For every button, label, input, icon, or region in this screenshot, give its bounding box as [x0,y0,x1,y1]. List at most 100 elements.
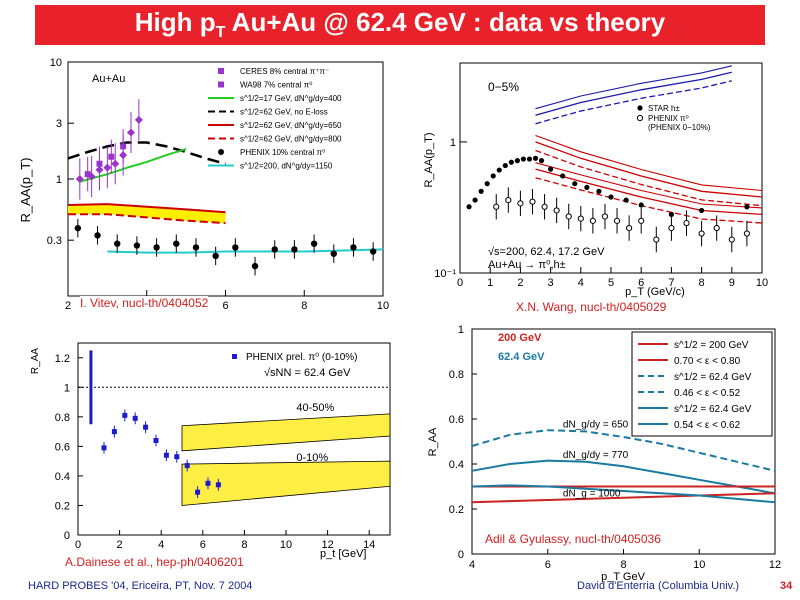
slide-title-bar: High pT Au+Au @ 62.4 GeV : data vs theor… [35,5,765,45]
phenix-point [94,232,101,239]
phenix-point [529,198,536,205]
x-tick-label: 8 [620,559,626,571]
centrality-label: 0−5% [488,80,519,94]
x-tick-label: 2 [517,277,523,289]
phenix-point [114,240,121,247]
panel-adil: 4 6 8 10 12 0 0.2 0.4 0.6 0.8 1 R_AA p_T GeV 200 GeV 6… [420,320,800,583]
footer-left: HARD PROBES '04, Ericeira, PT, Nov. 7 20… [28,580,253,592]
phenix-point [195,489,201,495]
phenix-point [683,220,690,227]
x-tick-label: 8 [699,277,705,289]
annotation-dng: dN_g/dy = 770 [563,450,629,461]
x-tick-label: 8 [241,539,247,551]
y-tick-label: 0.8 [55,412,70,424]
phenix-point [565,213,572,220]
wa98-point [75,175,84,183]
star-point [538,158,545,164]
panel-dainese: 0 2 4 6 8 10 12 14 0 0.2 0.4 0.6 0.8 1 1.2 R_AA p_t [GeV… [20,335,400,580]
label-200gev: 200 GeV [498,332,542,344]
phenix-point [668,225,675,232]
theory-line-solid [535,168,763,216]
x-tick-label: 10 [756,277,768,289]
y-tick-label: 3 [56,118,62,130]
normalization-error [89,350,93,425]
phenix-point [271,246,278,253]
phenix-point [626,225,633,232]
phenix-point [132,415,138,421]
y-tick-label: 0.6 [449,414,464,426]
legend-label: s^1/2=200, dN^g/dy=1150 [240,162,333,171]
legend-marker-star [637,105,643,111]
x-tick-label: 4 [578,277,584,289]
theory-line-solid [535,71,732,116]
phenix-point [74,224,82,232]
wa98-point [111,159,120,168]
phenix-point [122,412,128,418]
star-point [668,211,674,217]
x-tick-label: 2 [117,539,123,551]
legend-label: s^1/2=62 GeV, dN^g/dy=650 [240,121,342,130]
theory-line-upper [535,162,763,209]
x-tick-label: 14 [363,539,375,551]
annotation-dng: dN_g/dy = 650 [563,420,629,431]
chart-wang: 0 1 2 3 4 5 6 7 8 9 10 1 10⁻¹ R_AA(p_T) p_T (GeV/c) 0−5… [423,62,768,298]
y-axis-label: R_AA(p_T) [423,132,435,187]
wa98-point [119,151,128,160]
phenix-point [698,230,705,237]
line-62gev-800 [68,213,226,225]
y-tick-label: 0 [64,530,70,542]
star-point [584,184,590,190]
wa98-point [87,172,96,181]
x-tick-label: 0 [75,539,81,551]
x-axis-label: p_T (GeV/c) [625,286,685,298]
legend-marker [218,81,224,88]
legend-label: (PHENIX 0−10%) [648,123,711,132]
legend-marker [218,68,224,74]
star-point [699,207,705,214]
legend-label: s^1/2=17 GeV, dN^g/dy=400 [240,94,342,103]
page-number: 34 [780,580,793,592]
phenix-point [174,454,180,460]
phenix-point [638,217,645,224]
footer-right: David d'Enterria (Columbia Univ.) [577,580,740,592]
x-tick-label: 6 [200,539,206,551]
y-tick-label: 0.8 [449,369,464,381]
x-tick-label: 4 [469,559,475,571]
y-tick-label: 0.4 [55,471,70,483]
legend-label: 0.54 < ε < 0.62 [674,420,741,431]
y-tick-label: 0 [458,549,464,561]
theory-line-upper [535,134,763,192]
y-tick-label: 10⁻¹ [434,268,456,280]
phenix-point [143,424,149,430]
phenix-point [713,225,720,232]
legend-label: s^1/2 = 200 GeV [674,340,749,351]
x-tick-label: 0 [457,277,463,289]
wa98-point [134,115,143,124]
phenix-point [163,452,169,458]
y-tick-label: 1.2 [55,353,70,365]
star-point [466,204,472,210]
x-tick-label: 5 [608,277,614,289]
system-annotation: Au+Au → π⁰,h± [488,259,566,271]
phenix-point [728,236,735,243]
star-point [572,181,578,187]
legend-label: s^1/2 = 62.4 GeV [674,372,752,383]
legend-label: PHENIX π⁰ [648,114,689,123]
phenix-point [251,262,259,270]
caption-wang: X.N. Wang, nucl-th/0405029 [516,300,667,314]
y-tick-label: 1 [64,382,70,394]
curve-3 [471,492,776,504]
theory-line-solid [535,141,763,198]
plot-frame [459,62,763,274]
phenix-point [589,217,596,224]
x-axis-label: p_T GeV [601,571,645,583]
phenix-point [350,244,357,251]
x-tick-label: 6 [545,559,551,571]
y-tick-label: 1 [458,324,464,336]
annotation-dng: dN_g = 1000 [563,489,621,500]
panel-wang: 0 1 2 3 4 5 6 7 8 9 10 1 10⁻¹ R_AA(p_T) p_T (GeV/c) 0−5… [420,55,800,317]
phenix-point [601,213,609,220]
y-tick-label: 0.3 [47,235,62,247]
star-point [496,167,502,173]
